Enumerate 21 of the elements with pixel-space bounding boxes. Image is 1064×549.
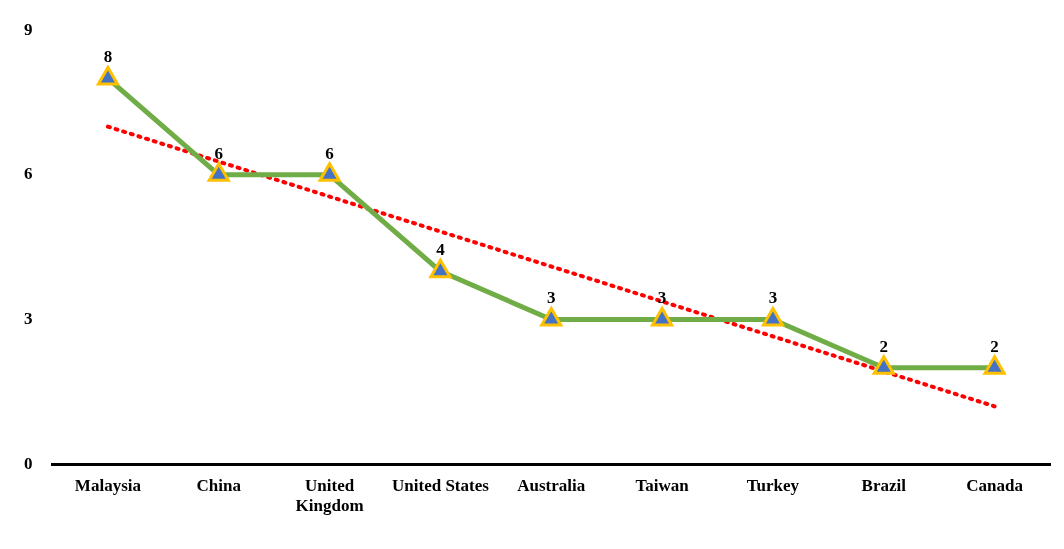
data-label: 2 — [990, 336, 999, 356]
y-tick-label: 9 — [24, 19, 33, 39]
data-label: 2 — [879, 336, 888, 356]
x-tick-label: United States — [392, 475, 490, 495]
x-tick-label: Taiwan — [635, 475, 690, 495]
data-label: 3 — [547, 288, 556, 308]
y-tick-label: 6 — [24, 164, 33, 184]
x-tick-label: Malaysia — [74, 475, 142, 495]
data-label: 4 — [436, 240, 446, 260]
data-label: 3 — [768, 288, 778, 308]
x-tick-label: United Kingdom — [295, 475, 364, 516]
x-tick-label: China — [196, 475, 242, 495]
x-tick-label: Canada — [966, 475, 1024, 495]
x-tick-label: Brazil — [861, 475, 907, 495]
x-tick-label: Turkey — [746, 475, 800, 495]
y-tick-label: 3 — [24, 308, 33, 328]
data-label: 6 — [325, 143, 334, 163]
x-tick-label: Australia — [517, 475, 586, 495]
data-label: 8 — [103, 47, 113, 67]
y-tick-label: 0 — [24, 453, 33, 473]
data-label: 6 — [214, 143, 223, 163]
